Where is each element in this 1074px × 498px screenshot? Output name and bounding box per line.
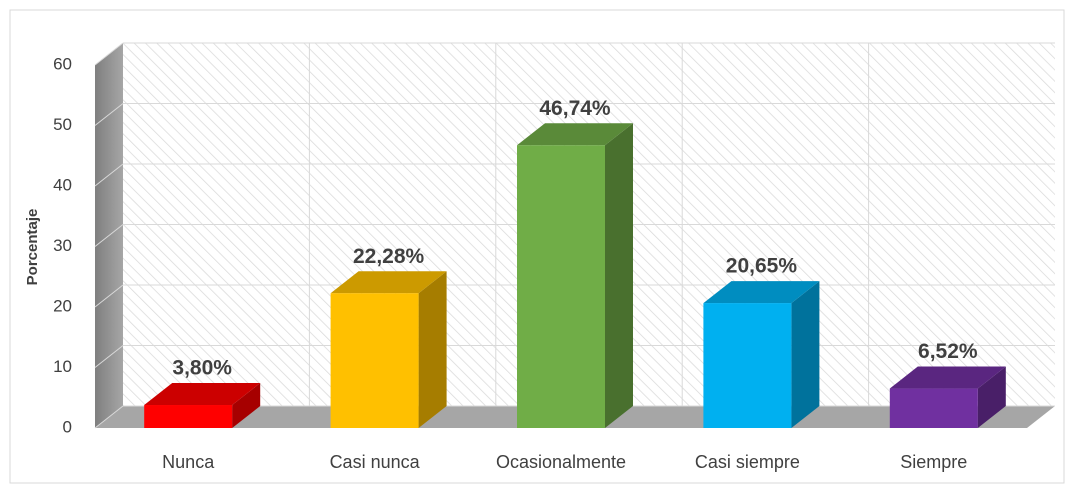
grid-line [94,163,124,187]
bar-top [144,383,261,406]
data-label: 22,28% [353,245,425,268]
x-tick-label: Casi siempre [695,452,800,472]
y-tick-label: 20 [53,296,72,315]
bar-side [418,271,447,428]
y-tick-label: 60 [53,54,72,73]
y-tick-label: 0 [63,417,72,436]
bar [889,388,978,428]
x-tick-label: Casi nunca [330,452,421,472]
bar [330,293,419,428]
grid-line [94,224,124,247]
grid-line [94,405,124,429]
y-tick-label: 40 [53,175,72,194]
bar-side [605,123,633,429]
bar-side [232,383,261,428]
y-axis-label: Porcentaje [24,209,41,286]
grid-line [94,103,124,126]
data-label: 20,65% [726,255,798,278]
bar [517,145,605,428]
bar-top [703,281,820,304]
y-tick-label: 30 [53,236,72,255]
bar [703,303,792,428]
bar-side [977,366,1006,428]
y-tick-label: 50 [53,115,72,134]
y-tick-label: 10 [53,357,72,376]
data-label: 3,80% [172,357,232,380]
bar-top [889,366,1006,389]
data-label: 46,74% [539,97,611,120]
data-label: 6,52% [918,340,978,363]
bar-top [330,271,447,294]
x-tick-label: Nunca [162,452,215,472]
bar-top [517,123,633,146]
x-tick-label: Siempre [900,452,967,472]
grid-line [94,284,124,308]
x-tick-label: Ocasionalmente [496,452,626,472]
bar-side [791,281,820,428]
grid-line [94,345,124,368]
grid-line [94,42,124,66]
bar [144,405,233,428]
